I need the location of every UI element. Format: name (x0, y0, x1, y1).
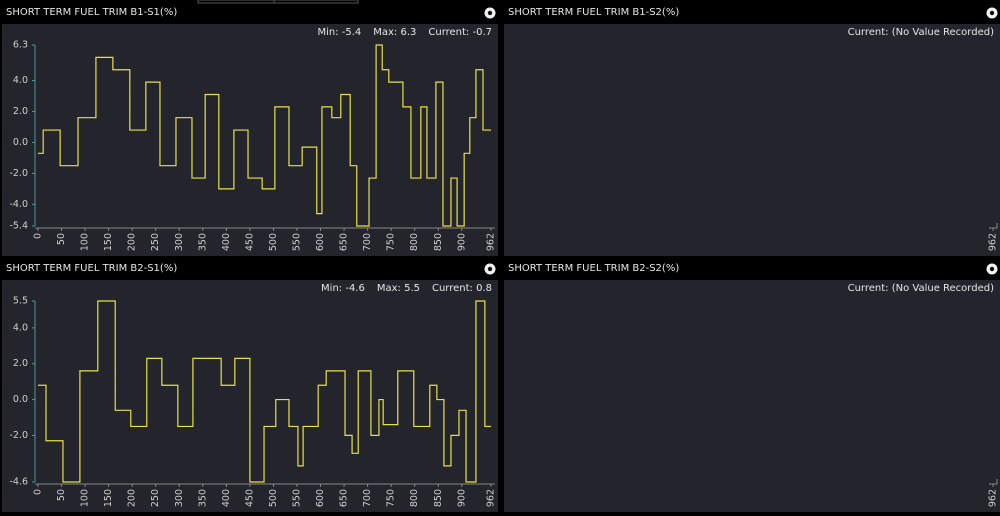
panel-radio-dot (989, 266, 995, 272)
y-tick-label: 0.0 (13, 394, 28, 405)
x-tick-label: 50 (56, 489, 67, 501)
stat-label: Min: -5.4 (317, 27, 361, 38)
y-tick-label: 4.0 (13, 75, 28, 86)
x-tick-label: 750 (386, 233, 397, 251)
x-tick-label: 650 (339, 233, 350, 251)
x-tick-label: 962 (988, 233, 999, 251)
panel-title: SHORT TERM FUEL TRIM B1-S1(%) (6, 7, 177, 18)
x-tick-label: 962 (486, 233, 497, 251)
x-tick-label: 400 (221, 233, 232, 251)
x-tick-label: 900 (456, 233, 467, 251)
x-tick-label: 300 (174, 233, 185, 251)
x-tick-label: 750 (386, 489, 397, 507)
y-tick-label: 4.0 (13, 322, 28, 333)
panel-radio-dot (487, 10, 493, 16)
x-tick-label: 500 (268, 489, 279, 507)
panel-title: SHORT TERM FUEL TRIM B1-S2(%) (508, 7, 679, 18)
x-tick-label: 550 (291, 233, 302, 251)
panel-background (2, 24, 498, 256)
panel-radio-dot (989, 10, 995, 16)
y-tick-label: 2.0 (13, 358, 28, 369)
chart-panel: SHORT TERM FUEL TRIM B1-S1(%) Current: -0… (2, 7, 498, 256)
trim-line (38, 44, 491, 227)
x-tick-label: 962 (486, 489, 497, 507)
x-tick-label: 450 (244, 489, 255, 507)
panel-background (504, 280, 1000, 512)
stat-label: Current: (No Value Recorded) (848, 27, 994, 38)
stat-label: Current: -0.7 (428, 27, 492, 38)
y-tick-label: -4.0 (9, 199, 28, 210)
y-tick-label: -2.0 (9, 168, 28, 179)
y-tick-label: 2.0 (13, 106, 28, 117)
x-tick-label: 600 (315, 489, 326, 507)
chart-panel: SHORT TERM FUEL TRIM B2-S2(%) Current: (N… (504, 263, 1000, 512)
x-tick-label: 250 (150, 489, 161, 507)
stat-label: Max: 6.3 (373, 27, 416, 38)
panel-title: SHORT TERM FUEL TRIM B2-S2(%) (508, 263, 679, 274)
axis-corner (989, 479, 998, 485)
x-tick-label: 100 (80, 233, 91, 251)
panel-radio-dot (487, 266, 493, 272)
x-tick-label: 150 (103, 489, 114, 507)
x-tick-label: 350 (197, 489, 208, 507)
chart-panel: SHORT TERM FUEL TRIM B2-S1(%) Current: 0.… (2, 263, 498, 512)
x-tick-label: 500 (268, 233, 279, 251)
y-tick-label: -4.6 (9, 477, 28, 488)
y-tick-label: -2.0 (9, 430, 28, 441)
x-tick-label: 850 (433, 489, 444, 507)
stat-label: Min: -4.6 (321, 283, 365, 294)
stat-label: Current: (No Value Recorded) (848, 283, 994, 294)
x-tick-label: 550 (291, 489, 302, 507)
chart-panel: SHORT TERM FUEL TRIM B1-S2(%) Current: (N… (504, 7, 1000, 256)
x-tick-label: 200 (127, 233, 138, 251)
axis-corner (989, 223, 998, 229)
x-tick-label: 100 (80, 489, 91, 507)
x-tick-label: 700 (362, 489, 373, 507)
x-tick-label: 0 (33, 489, 44, 495)
x-tick-label: 700 (362, 233, 373, 251)
y-tick-label: 5.5 (13, 296, 28, 307)
y-tick-label: 0.0 (13, 137, 28, 148)
y-tick-label: -5.4 (9, 221, 28, 232)
panel-title: SHORT TERM FUEL TRIM B2-S1(%) (6, 263, 177, 274)
x-tick-label: 900 (456, 489, 467, 507)
x-tick-label: 50 (56, 233, 67, 245)
y-tick-label: 6.3 (13, 40, 28, 51)
trim-line (38, 300, 491, 483)
x-tick-label: 0 (33, 233, 44, 239)
toolbar-tab[interactable] (273, 0, 359, 4)
x-tick-label: 850 (433, 233, 444, 251)
x-tick-label: 150 (103, 233, 114, 251)
x-tick-label: 400 (221, 489, 232, 507)
x-tick-label: 800 (409, 233, 420, 251)
x-tick-label: 350 (197, 233, 208, 251)
x-tick-label: 650 (339, 489, 350, 507)
x-tick-label: 250 (150, 233, 161, 251)
x-tick-label: 600 (315, 233, 326, 251)
panel-background (504, 24, 1000, 256)
stat-label: Max: 5.5 (377, 283, 420, 294)
x-tick-label: 800 (409, 489, 420, 507)
stat-label: Current: 0.8 (432, 283, 492, 294)
x-tick-label: 300 (174, 489, 185, 507)
x-tick-label: 200 (127, 489, 138, 507)
x-tick-label: 962 (988, 489, 999, 507)
x-tick-label: 450 (244, 233, 255, 251)
